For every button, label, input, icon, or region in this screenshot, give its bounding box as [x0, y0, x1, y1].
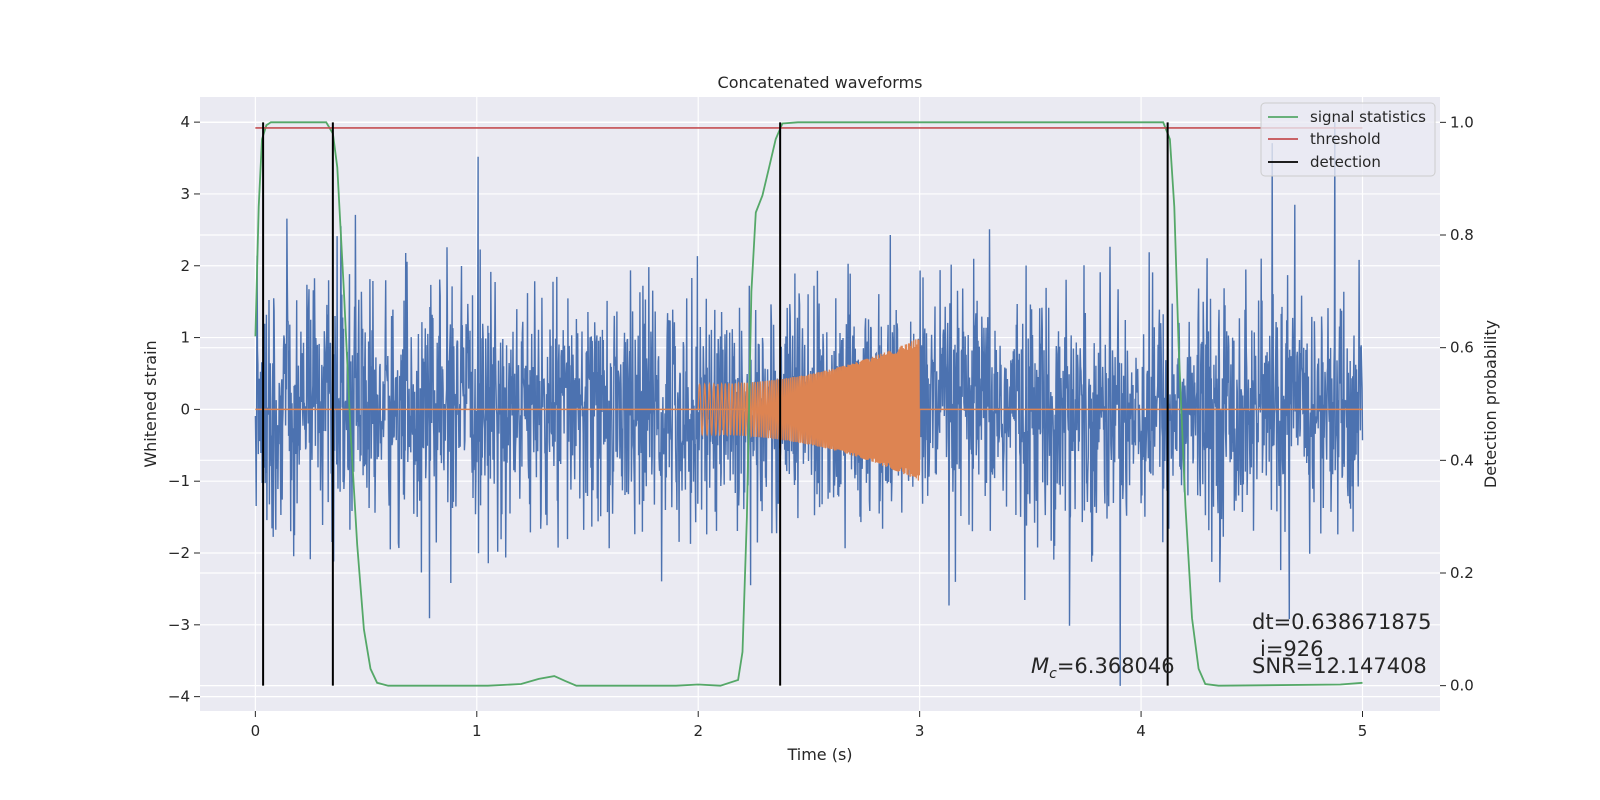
x-axis-label: Time (s)	[786, 745, 852, 764]
y-axis-label: Whitened strain	[141, 340, 160, 467]
chart-title: Concatenated waveforms	[718, 73, 923, 92]
x-tick-label: 1	[472, 722, 482, 740]
y2-tick-label: 0.6	[1450, 339, 1474, 357]
legend-label-signal-statistics: signal statistics	[1310, 108, 1426, 126]
mc-subscript: c	[1049, 666, 1057, 682]
y-tick-label: 4	[180, 113, 190, 131]
detection-series	[262, 122, 1169, 686]
legend-box	[1260, 102, 1436, 177]
chirp-series	[255, 339, 1363, 481]
x-tick-label: 3	[915, 722, 925, 740]
y-tick-label: −2	[168, 544, 190, 562]
y-tick-label: 3	[180, 185, 190, 203]
y2-tick-label: 0.8	[1450, 226, 1474, 244]
x-tick-label: 2	[693, 722, 703, 740]
mc-value: =6.368046	[1057, 654, 1175, 678]
x-tick-label: 4	[1136, 722, 1146, 740]
legend-label-threshold: threshold	[1310, 130, 1381, 148]
y2-axis-label: Detection probability	[1481, 320, 1500, 488]
y2-tick-label: 0.2	[1450, 564, 1474, 582]
x-tick-label: 5	[1358, 722, 1368, 740]
y2-tick-label: 0.0	[1450, 677, 1474, 695]
signal-statistics-line	[254, 121, 1363, 687]
y-tick-label: 0	[180, 400, 190, 418]
y-tick-label: 1	[180, 329, 190, 347]
y-tick-label: −3	[168, 616, 190, 634]
legend: signal statistics threshold detection	[1260, 102, 1436, 177]
snr-annotation: SNR=12.147408	[1252, 654, 1427, 678]
mc-symbol: M	[1031, 654, 1049, 678]
chirp-line	[697, 339, 921, 481]
y2-tick-label: 0.4	[1450, 451, 1474, 469]
axis-ticks: 0 1 2 3 4 5 −4 −3 −2 −1 0 1 2 3 4 0.0 0.2 0.4 0.6 0.8 1.0	[168, 113, 1474, 740]
y-tick-label: −4	[168, 688, 190, 706]
x-tick-label: 0	[251, 722, 261, 740]
y-tick-label: 2	[180, 257, 190, 275]
y-tick-label: −1	[168, 472, 190, 490]
legend-label-detection: detection	[1310, 153, 1381, 171]
signal-statistics-series	[254, 121, 1363, 687]
dt-annotation: dt=0.638671875	[1252, 610, 1431, 634]
mc-annotation: Mc=6.368046	[1031, 654, 1175, 682]
i-annotation: i=926	[1260, 637, 1324, 661]
annotations: Mc=6.368046 dt=0.638671875 i=926 SNR=12.…	[1031, 610, 1431, 682]
y2-tick-label: 1.0	[1450, 113, 1474, 131]
